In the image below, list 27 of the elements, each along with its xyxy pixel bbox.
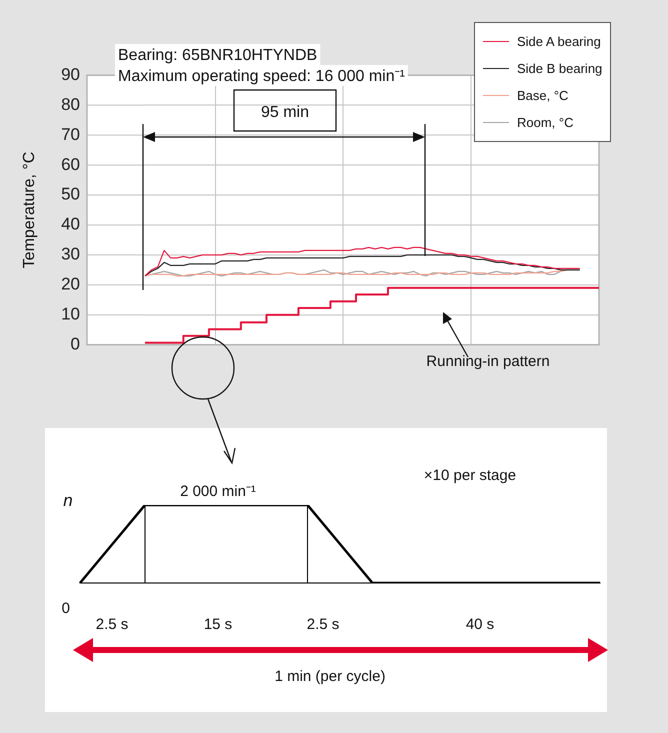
y-tick-label: 70	[61, 124, 80, 144]
y-tick-label: 40	[61, 214, 80, 234]
y-axis-title: Temperature, °C	[21, 152, 38, 268]
text: 2.5 s	[306, 616, 340, 633]
text: ×10 per stage	[424, 467, 516, 484]
legend-label: Side B bearing	[517, 61, 602, 76]
y-tick-label: 0	[70, 334, 80, 354]
legend-label: Base, °C	[517, 88, 568, 103]
y-axis-title: n	[63, 491, 73, 510]
text: Running-in pattern	[426, 353, 550, 370]
y-tick-label: 50	[61, 184, 80, 204]
y-tick-label: 60	[61, 154, 80, 174]
text: Bearing: 65BNR10HTYNDB	[118, 47, 318, 64]
text: 1 min (per cycle)	[274, 668, 386, 685]
annotation: 95 min	[260, 104, 310, 121]
text: 15 s	[204, 616, 232, 633]
y-tick-label: 90	[61, 64, 80, 84]
text: 2.5 s	[96, 616, 128, 633]
legend-label: Room, °C	[517, 115, 574, 130]
y-tick-label: 30	[61, 244, 80, 264]
legend-label: Side A bearing	[517, 34, 601, 49]
y-tick-label: 20	[61, 274, 80, 294]
y-tick-label: 10	[61, 304, 80, 324]
annotation: Maximum operating speed: 16 000 min⁻¹	[118, 68, 405, 85]
text: 2 000 min⁻¹	[180, 483, 256, 500]
y-tick-label: 80	[61, 94, 80, 114]
text: 40 s	[466, 616, 494, 633]
